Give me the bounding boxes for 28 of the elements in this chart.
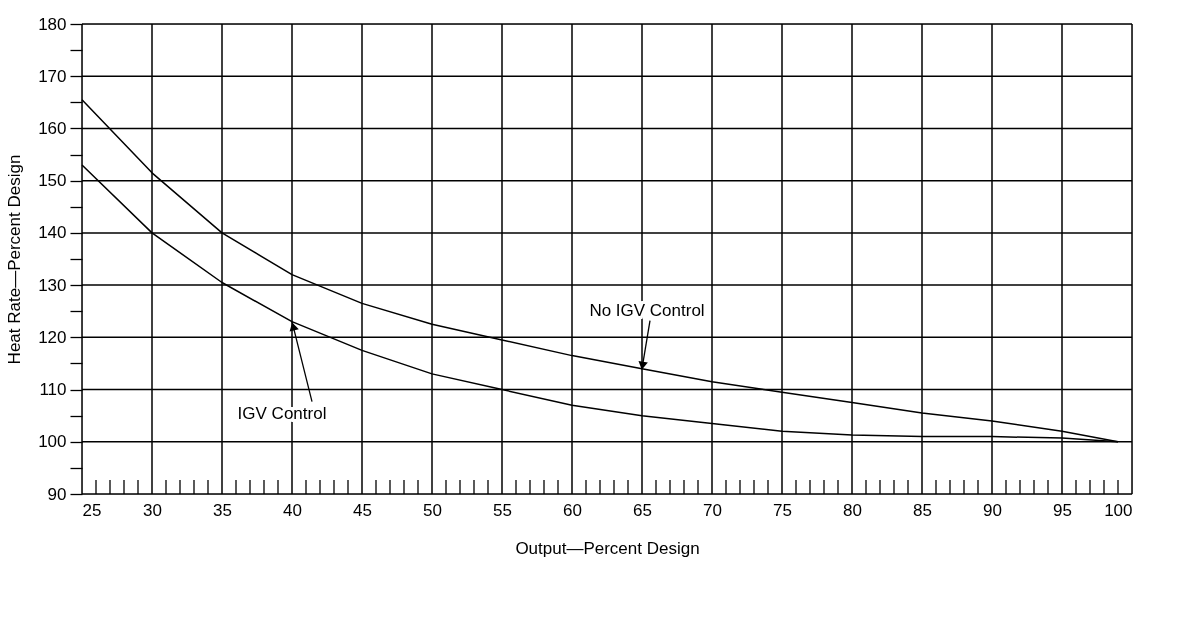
x-tick-label: 55 <box>493 500 512 520</box>
x-tick-label: 50 <box>423 500 442 520</box>
x-tick-label: 75 <box>773 500 792 520</box>
x-tick-label: 95 <box>1053 500 1072 520</box>
y-tick-label: 140 <box>38 223 67 243</box>
y-tick-label: 160 <box>38 118 67 138</box>
y-tick-label: 110 <box>39 380 67 400</box>
x-axis-title: Output—Percent Design <box>515 538 700 558</box>
x-tick-label: 85 <box>913 500 932 520</box>
x-tick-label: 40 <box>283 500 302 520</box>
x-tick-label: 35 <box>213 500 232 520</box>
x-tick-label: 70 <box>703 500 722 520</box>
y-axis-title: Heat Rate—Percent Design <box>5 154 25 365</box>
y-tick-label: 170 <box>38 66 67 86</box>
y-tick-label: 150 <box>38 171 67 191</box>
x-tick-label: 100 <box>1104 500 1133 520</box>
y-tick-label: 130 <box>38 275 67 295</box>
x-tick-label: 25 <box>82 500 102 520</box>
x-tick-label: 65 <box>633 500 652 520</box>
x-tick-label: 45 <box>353 500 372 520</box>
x-tick-label: 80 <box>843 500 862 520</box>
x-tick-label: 90 <box>983 500 1002 520</box>
x-tick-label: 60 <box>563 500 582 520</box>
x-tick-label: 30 <box>143 500 162 520</box>
y-tick-label: 120 <box>38 327 67 347</box>
y-tick-label: 100 <box>38 432 67 452</box>
y-tick-label: 90 <box>47 484 67 504</box>
y-tick-label: 180 <box>38 14 67 34</box>
